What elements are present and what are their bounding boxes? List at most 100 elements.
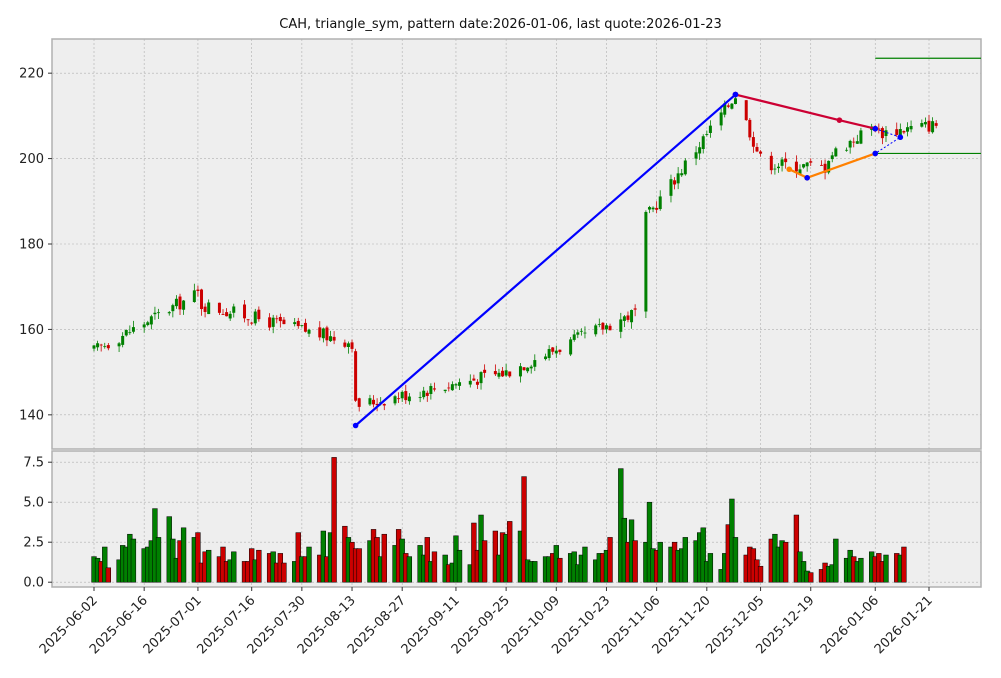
candle-body bbox=[676, 173, 680, 184]
x-tick-label: 2026-01-21 bbox=[872, 593, 936, 657]
volume-bars bbox=[91, 457, 907, 583]
candle-body bbox=[759, 151, 763, 154]
candle-body bbox=[773, 168, 777, 170]
volume-bar bbox=[331, 457, 337, 583]
candle-body bbox=[551, 347, 555, 352]
projection-point bbox=[872, 125, 879, 132]
candle-body bbox=[375, 403, 379, 406]
candle-body bbox=[658, 196, 662, 210]
candle-body bbox=[669, 179, 673, 196]
candle-body bbox=[318, 327, 322, 338]
candle-body bbox=[207, 302, 211, 315]
candle-body bbox=[920, 123, 924, 127]
candle-body bbox=[533, 360, 537, 367]
candle-body bbox=[497, 372, 501, 377]
candle-body bbox=[579, 330, 583, 332]
candle-body bbox=[146, 322, 150, 326]
candle-body bbox=[178, 296, 182, 310]
candle-body bbox=[296, 320, 300, 327]
candle-body bbox=[432, 388, 436, 390]
candle-body bbox=[794, 161, 798, 172]
candle-body bbox=[268, 317, 272, 328]
candle-body bbox=[597, 324, 601, 325]
candle-body bbox=[683, 160, 687, 175]
candle-body bbox=[776, 166, 780, 169]
candle-body bbox=[558, 349, 562, 352]
candle-body bbox=[827, 160, 831, 173]
candle-body bbox=[895, 129, 899, 135]
volume-bar bbox=[707, 553, 714, 583]
candle-body bbox=[698, 147, 702, 154]
candle-body bbox=[594, 325, 598, 335]
candle-body bbox=[124, 330, 128, 336]
candle-body bbox=[153, 312, 157, 315]
candle-body bbox=[307, 329, 311, 334]
price-tick-label: 180 bbox=[19, 238, 44, 253]
candle-body bbox=[346, 343, 350, 348]
candle-body bbox=[257, 309, 261, 320]
candle-body bbox=[243, 304, 247, 319]
candle-body bbox=[819, 164, 823, 166]
candle-body bbox=[931, 121, 935, 133]
candle-body bbox=[673, 180, 677, 185]
candle-body bbox=[325, 327, 329, 341]
candle-body bbox=[131, 327, 135, 332]
candle-body bbox=[909, 126, 913, 130]
volume-bar bbox=[105, 567, 111, 583]
candle-body bbox=[458, 382, 462, 386]
upper-point bbox=[836, 117, 843, 123]
trend-point bbox=[352, 422, 359, 429]
candle-body bbox=[769, 155, 773, 171]
candle-body bbox=[300, 325, 304, 326]
candle-body bbox=[572, 334, 576, 340]
volume-bar bbox=[180, 527, 187, 583]
chart-title: CAH, triangle_sym, pattern date:2026-01-… bbox=[279, 17, 722, 32]
candle-body bbox=[626, 315, 630, 320]
candle-body bbox=[633, 308, 637, 310]
volume-bar bbox=[306, 546, 312, 583]
candle-body bbox=[354, 351, 358, 401]
candle-body bbox=[504, 370, 508, 376]
candle-body bbox=[182, 300, 186, 310]
candle-body bbox=[554, 350, 558, 354]
candle-body bbox=[368, 398, 372, 405]
candle-body bbox=[823, 163, 827, 173]
volume-bar bbox=[256, 549, 262, 583]
candle-body bbox=[200, 289, 204, 310]
candle-body bbox=[332, 336, 336, 341]
candle-body bbox=[422, 390, 426, 398]
candles bbox=[92, 96, 938, 412]
volume-bar bbox=[682, 537, 688, 583]
candle-body bbox=[217, 302, 221, 313]
volume-bar bbox=[356, 548, 362, 583]
price-tick-label: 200 bbox=[19, 152, 44, 167]
candle-body bbox=[522, 367, 526, 371]
volume-bar bbox=[700, 527, 706, 583]
volume-bar bbox=[155, 537, 162, 583]
volume-bar bbox=[783, 541, 789, 583]
candle-body bbox=[934, 123, 938, 126]
candle-body bbox=[192, 290, 196, 303]
volume-bar bbox=[858, 557, 864, 583]
candle-body bbox=[329, 336, 333, 342]
candle-body bbox=[622, 316, 626, 321]
candle-body bbox=[526, 367, 530, 372]
candle-body bbox=[407, 396, 411, 402]
candle-body bbox=[719, 112, 723, 126]
candle-body bbox=[174, 298, 178, 307]
candle-body bbox=[848, 140, 852, 148]
candle-body bbox=[203, 306, 207, 312]
volume-bar bbox=[883, 554, 889, 583]
volume-bar bbox=[481, 540, 488, 583]
candle-body bbox=[694, 152, 698, 159]
candle-body bbox=[443, 389, 447, 392]
candle-body bbox=[927, 120, 931, 132]
volume-tick-label: 0.0 bbox=[23, 576, 44, 591]
volume-bar bbox=[732, 537, 739, 583]
candle-body bbox=[529, 366, 533, 369]
candle-body bbox=[278, 316, 282, 322]
candle-body bbox=[167, 312, 171, 314]
candle-body bbox=[680, 173, 684, 176]
